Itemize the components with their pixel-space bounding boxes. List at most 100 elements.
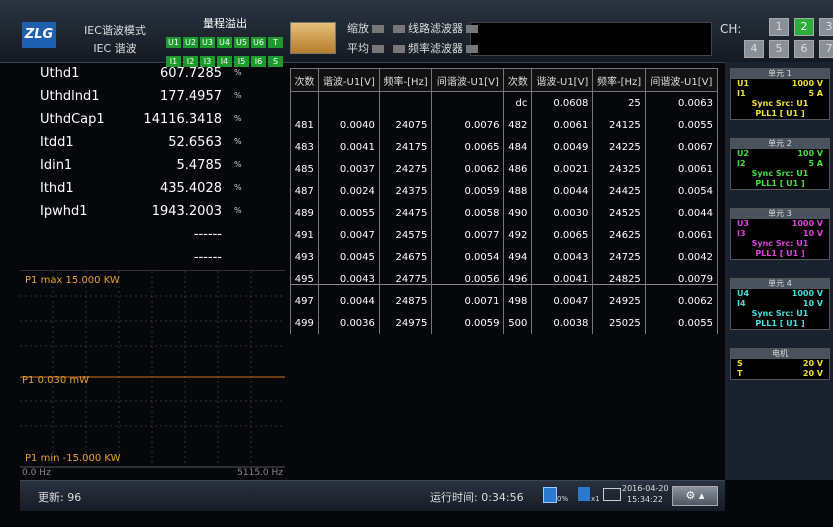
table-row: 489 0.0055 24475 0.0058 490 0.0030 24525 0.0044	[290, 202, 719, 224]
table-cell: 24325	[592, 158, 646, 180]
mode-title[interactable]: IEC谐波模式	[84, 24, 146, 37]
table-cell: 0.0061	[644, 158, 719, 180]
unit-key: I3	[737, 229, 746, 238]
table-cell: 495	[290, 268, 319, 290]
option[interactable]: 平均	[347, 40, 387, 56]
overflow-flag: S	[268, 56, 283, 67]
table-cell: 24175	[378, 136, 433, 158]
message-box	[470, 22, 712, 56]
channel-button[interactable]: 3	[819, 18, 833, 36]
unit-line: PLL1 [ U1 ]	[731, 179, 829, 189]
monitor-icon	[603, 488, 621, 501]
overflow-flag: I4	[217, 56, 232, 67]
table-cell: 24725	[592, 246, 646, 268]
metric-unit: %	[234, 114, 242, 123]
table-cell: 0.0037	[317, 158, 380, 180]
table-row: 495 0.0043 24775 0.0056 496 0.0041 24825 0.0079	[290, 268, 719, 290]
table-cell: 25025	[592, 312, 646, 334]
option[interactable]: 线路滤波器	[390, 20, 481, 36]
table-row: 485 0.0037 24275 0.0062 486 0.0021 24325 0.0061	[290, 158, 719, 180]
table-cell: 24625	[592, 224, 646, 246]
column-header: 频率-[Hz]	[592, 68, 646, 92]
table-cell: 0.0063	[644, 91, 719, 114]
metric-name: Uthd1	[40, 66, 80, 81]
top-bar: ZLG IEC谐波模式 IEC 谐波 量程溢出 U1 U2 U3 U4 U5 U6 TI1 I…	[0, 0, 833, 67]
table-cell: 0.0608	[531, 91, 594, 114]
unit-key: U3	[737, 219, 750, 228]
wave-min: P1 min -15.000 KW	[25, 453, 121, 464]
table-cell: 24375	[378, 180, 433, 202]
metric-name: Idin1	[40, 158, 73, 173]
channel-button[interactable]: 6	[794, 40, 814, 58]
table-row: 491 0.0047 24575 0.0077 492 0.0065 24625 0.0061	[290, 224, 719, 246]
option-label: 线路滤波器	[408, 22, 463, 35]
metric-unit: %	[234, 183, 242, 192]
option[interactable]: 频率滤波器	[390, 40, 481, 56]
unit-panel[interactable]: 单元 3 U3 1000 V I3 10 V Sync Src: U1 PLL1 [ U1 …	[730, 208, 830, 260]
unit-key: PLL1 [ U1 ]	[755, 249, 805, 258]
wave-max: P1 max 15.000 KW	[25, 275, 120, 286]
channel-button[interactable]: 4	[744, 40, 764, 58]
metric-value: 435.4028	[159, 181, 222, 196]
table-cell: 0.0058	[431, 202, 505, 224]
table-row: dc 0.0608 25 0.0063	[290, 91, 719, 114]
metric-value: 607.7285	[159, 66, 222, 81]
x-start: 0.0 Hz	[22, 468, 51, 478]
unit-val: 5 A	[808, 159, 823, 168]
metric-unit: %	[234, 137, 242, 146]
metric-unit: %	[234, 68, 242, 77]
unit-panel[interactable]: 单元 1 U1 1000 V I1 5 A Sync Src: U1 PLL1 [ U1 ]	[730, 68, 830, 120]
table-cell: 484	[503, 136, 533, 158]
sidebar: 单元 1 U1 1000 V I1 5 A Sync Src: U1 PLL1 [ U1 ]…	[725, 62, 833, 480]
settings-button[interactable]: ⚙ ▴	[672, 486, 718, 506]
option[interactable]: 缩放	[347, 20, 387, 36]
logo: ZLG	[22, 22, 56, 48]
unit-panel[interactable]: 电机 S 20 V T 20 V	[730, 348, 830, 380]
channel-button[interactable]: 5	[769, 40, 789, 58]
table-cell: 0.0036	[317, 312, 380, 334]
table-cell: 498	[503, 290, 533, 312]
channel-button[interactable]: 7	[819, 40, 833, 58]
table-cell: 24275	[378, 158, 433, 180]
metric-name: UthdCap1	[40, 112, 105, 127]
table-cell: 485	[290, 158, 319, 180]
table-cell: 492	[503, 224, 533, 246]
metric-unit: %	[234, 160, 242, 169]
metric-value: 14116.3418	[143, 112, 222, 127]
metric-name: Ithd1	[40, 181, 74, 196]
table-cell: 0.0047	[317, 224, 380, 246]
table-cell: 24075	[378, 114, 433, 136]
table-cell: 0.0038	[531, 312, 594, 334]
swap-button[interactable]	[290, 22, 336, 54]
channel-button[interactable]: 1	[769, 18, 789, 36]
waveform: P1 max 15.000 KW P1 0.030 mW P1 min -15.…	[20, 270, 285, 481]
unit-key: PLL1 [ U1 ]	[755, 179, 805, 188]
unit-panel[interactable]: 单元 4 U4 1000 V I4 10 V Sync Src: U1 PLL1 [ U1 …	[730, 278, 830, 330]
table-row: 481 0.0040 24075 0.0076 482 0.0061 24125 0.0055	[290, 114, 719, 136]
table-cell: 0.0021	[531, 158, 594, 180]
date: 2016-04-20	[622, 484, 669, 493]
table-cell: 497	[290, 290, 319, 312]
unit-line: I2 5 A	[731, 159, 829, 169]
table-cell: 0.0047	[531, 290, 594, 312]
unit-title: 单元 2	[731, 139, 829, 149]
unit-line: U2 100 V	[731, 149, 829, 159]
table-cell	[290, 91, 319, 114]
metric-value: ------	[193, 227, 222, 242]
table-cell: 0.0043	[317, 268, 380, 290]
wave-mid: P1 0.030 mW	[22, 375, 90, 386]
unit-key: I2	[737, 159, 746, 168]
table-row: 497 0.0044 24875 0.0071 498 0.0047 24925 0.0062	[290, 290, 719, 312]
unit-line: I3 10 V	[731, 229, 829, 239]
table-row: 487 0.0024 24375 0.0059 488 0.0044 24425 0.0054	[290, 180, 719, 202]
unit-key: U2	[737, 149, 750, 158]
table-cell	[378, 91, 433, 114]
overflow-flag: I5	[234, 56, 249, 67]
channel-button[interactable]: 2	[794, 18, 814, 36]
table-cell: 0.0055	[317, 202, 380, 224]
table-cell: 491	[290, 224, 319, 246]
unit-panel[interactable]: 单元 2 U2 100 V I2 5 A Sync Src: U1 PLL1 [ U1 ]	[730, 138, 830, 190]
table-cell: 487	[290, 180, 319, 202]
mode-sub[interactable]: IEC 谐波	[93, 42, 137, 55]
